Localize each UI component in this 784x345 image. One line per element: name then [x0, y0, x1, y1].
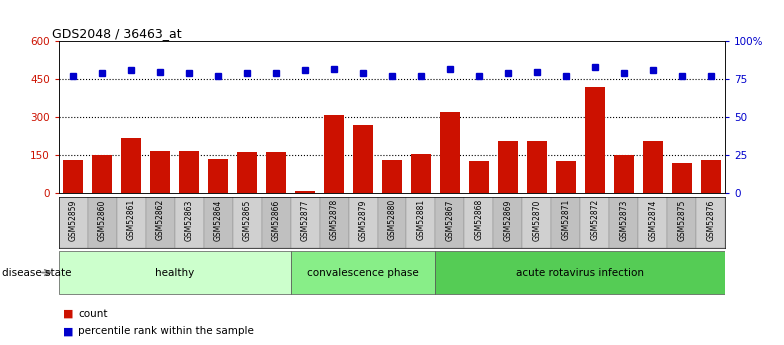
Bar	[179, 151, 199, 193]
Bar	[353, 125, 373, 193]
Bar	[320, 197, 349, 248]
Text: GSM52873: GSM52873	[619, 199, 628, 240]
Text: GSM52860: GSM52860	[98, 199, 107, 240]
Bar	[291, 197, 320, 248]
Bar	[59, 197, 88, 248]
Text: GSM52872: GSM52872	[590, 199, 599, 240]
Bar	[266, 152, 286, 193]
Text: GSM52868: GSM52868	[474, 199, 484, 240]
Bar	[498, 140, 518, 193]
Bar	[527, 140, 547, 193]
Bar	[464, 197, 493, 248]
Text: GSM52859: GSM52859	[69, 199, 78, 240]
Bar	[551, 197, 580, 248]
Bar	[204, 197, 233, 248]
Text: GSM52863: GSM52863	[185, 199, 194, 240]
Bar	[378, 197, 406, 248]
Text: disease state: disease state	[2, 268, 71, 277]
Text: GSM52869: GSM52869	[503, 199, 513, 240]
Bar	[672, 163, 691, 193]
Text: GSM52876: GSM52876	[706, 199, 715, 240]
Text: GSM52875: GSM52875	[677, 199, 686, 240]
Bar	[64, 160, 83, 193]
Text: convalescence phase: convalescence phase	[307, 268, 419, 277]
Text: GSM52864: GSM52864	[214, 199, 223, 240]
Bar	[435, 197, 464, 248]
Text: GSM52877: GSM52877	[300, 199, 310, 240]
Text: GSM52870: GSM52870	[532, 199, 542, 240]
Bar	[411, 154, 431, 193]
Bar	[614, 155, 634, 193]
Bar	[93, 155, 112, 193]
Bar	[522, 197, 551, 248]
Text: GSM52862: GSM52862	[156, 199, 165, 240]
Bar	[406, 197, 435, 248]
Text: GSM52867: GSM52867	[445, 199, 455, 240]
Bar	[638, 197, 667, 248]
Bar	[237, 152, 257, 193]
Bar	[88, 197, 117, 248]
Bar	[146, 197, 175, 248]
Bar	[643, 140, 663, 193]
FancyBboxPatch shape	[59, 251, 291, 294]
Bar	[175, 197, 204, 248]
Text: GSM52866: GSM52866	[271, 199, 281, 240]
FancyBboxPatch shape	[291, 251, 435, 294]
Text: GSM52879: GSM52879	[358, 199, 368, 240]
Text: GSM52880: GSM52880	[387, 199, 397, 240]
Bar	[295, 191, 315, 193]
Bar	[117, 197, 146, 248]
Text: GSM52881: GSM52881	[416, 199, 426, 240]
Bar	[382, 160, 402, 193]
Text: percentile rank within the sample: percentile rank within the sample	[78, 326, 254, 336]
Bar	[696, 197, 725, 248]
Bar	[609, 197, 638, 248]
Text: GSM52878: GSM52878	[329, 199, 339, 240]
Text: GSM52861: GSM52861	[127, 199, 136, 240]
FancyBboxPatch shape	[435, 251, 725, 294]
Bar	[440, 112, 460, 193]
Text: ■: ■	[63, 326, 73, 336]
Bar	[150, 151, 170, 193]
Bar	[324, 115, 344, 193]
Bar	[469, 161, 489, 193]
Bar	[233, 197, 262, 248]
Text: acute rotavirus infection: acute rotavirus infection	[517, 268, 644, 277]
Bar	[349, 197, 378, 248]
Bar	[580, 197, 609, 248]
Text: ■: ■	[63, 309, 73, 319]
Bar	[585, 87, 605, 193]
Bar	[262, 197, 291, 248]
Text: GDS2048 / 36463_at: GDS2048 / 36463_at	[52, 27, 182, 40]
Bar	[121, 138, 141, 193]
Text: GSM52871: GSM52871	[561, 199, 570, 240]
Text: count: count	[78, 309, 108, 319]
Text: GSM52865: GSM52865	[242, 199, 252, 240]
Bar	[493, 197, 522, 248]
Bar	[701, 160, 720, 193]
Bar	[556, 161, 576, 193]
Bar	[208, 159, 228, 193]
Bar	[667, 197, 696, 248]
Text: GSM52874: GSM52874	[648, 199, 657, 240]
Text: healthy: healthy	[155, 268, 194, 277]
